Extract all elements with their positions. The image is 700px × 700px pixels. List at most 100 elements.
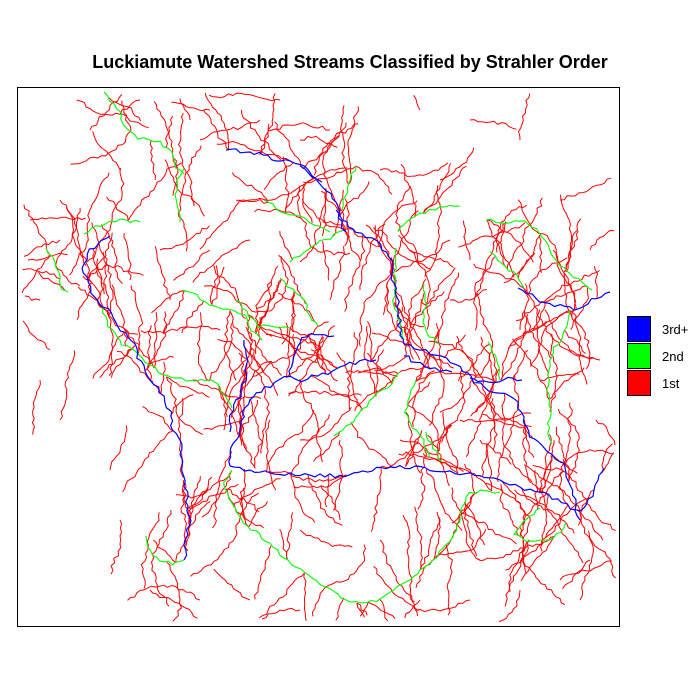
first-order-stream-78 xyxy=(216,141,294,164)
legend-swatch-3rd xyxy=(627,316,651,342)
second-order-stream-38 xyxy=(451,489,501,539)
first-order-stream-259 xyxy=(255,278,282,355)
first-order-stream-190 xyxy=(586,503,616,532)
first-order-stream-150 xyxy=(265,409,315,473)
first-order-stream-300 xyxy=(486,219,534,263)
first-order-stream-306 xyxy=(503,232,541,284)
first-order-stream-68 xyxy=(185,487,209,546)
first-order-stream-107 xyxy=(522,419,535,458)
first-order-stream-444 xyxy=(299,407,352,441)
first-order-stream-211 xyxy=(183,167,195,207)
first-order-stream-121 xyxy=(352,332,359,364)
first-order-stream-363 xyxy=(312,586,326,617)
first-order-stream-384 xyxy=(451,491,478,524)
first-order-stream-402 xyxy=(505,539,543,571)
first-order-stream-450 xyxy=(459,412,532,423)
first-order-stream-423 xyxy=(413,95,421,111)
first-order-stream-428 xyxy=(544,309,601,361)
first-order-stream-398 xyxy=(519,470,565,527)
first-order-stream-113 xyxy=(555,426,571,481)
first-order-stream-359 xyxy=(285,512,294,561)
first-order-stream-249 xyxy=(255,265,279,334)
first-order-stream-102 xyxy=(465,390,494,457)
first-order-stream-344 xyxy=(288,390,363,411)
first-order-stream-378 xyxy=(445,544,453,616)
first-order-stream-151 xyxy=(290,473,316,523)
first-order-stream-163 xyxy=(481,398,497,477)
first-order-stream-408 xyxy=(218,385,243,446)
third-order-stream-12 xyxy=(469,376,523,384)
first-order-stream-414 xyxy=(29,216,86,221)
first-order-stream-123 xyxy=(265,333,338,369)
first-order-stream-347 xyxy=(313,431,341,462)
first-order-stream-328 xyxy=(512,338,550,400)
legend-label-1st: 1st xyxy=(662,376,680,391)
first-order-stream-458 xyxy=(140,325,221,334)
first-order-stream-465 xyxy=(519,283,530,331)
first-order-stream-381 xyxy=(460,512,517,545)
first-order-stream-471 xyxy=(92,131,121,171)
second-order-stream-25 xyxy=(263,199,331,233)
second-order-stream-42 xyxy=(217,383,233,409)
first-order-stream-421 xyxy=(199,119,261,141)
second-order-stream-24 xyxy=(289,229,345,263)
first-order-stream-400 xyxy=(504,539,530,607)
first-order-stream-330 xyxy=(549,333,558,412)
first-order-stream-376 xyxy=(433,529,487,560)
first-order-stream-456 xyxy=(154,246,171,301)
first-order-stream-267 xyxy=(322,241,330,281)
first-order-stream-369 xyxy=(378,598,389,622)
first-order-stream-356 xyxy=(239,487,250,528)
first-order-stream-73 xyxy=(202,109,229,151)
first-order-stream-210 xyxy=(178,112,185,169)
first-order-stream-353 xyxy=(239,492,259,519)
first-order-stream-355 xyxy=(248,501,268,527)
first-order-stream-227 xyxy=(127,162,182,221)
second-order-stream-21 xyxy=(181,289,263,341)
first-order-stream-431 xyxy=(579,530,594,601)
first-order-stream-272 xyxy=(282,156,290,213)
first-order-stream-159 xyxy=(404,424,453,467)
first-order-stream-270 xyxy=(236,199,268,204)
first-order-stream-176 xyxy=(544,270,600,302)
first-order-stream-460 xyxy=(299,529,353,548)
first-order-stream-255 xyxy=(258,325,319,349)
first-order-stream-430 xyxy=(562,559,591,589)
first-order-stream-399 xyxy=(499,484,519,537)
first-order-stream-476 xyxy=(409,249,454,268)
first-order-stream-323 xyxy=(563,329,586,354)
first-order-stream-44 xyxy=(87,264,144,283)
first-order-stream-427 xyxy=(589,230,615,251)
first-order-stream-367 xyxy=(359,602,369,617)
first-order-stream-96 xyxy=(428,352,445,426)
first-order-stream-47 xyxy=(91,222,108,300)
first-order-stream-243 xyxy=(181,300,205,334)
first-order-stream-53 xyxy=(145,311,167,371)
first-order-stream-420 xyxy=(171,101,211,112)
first-order-stream-433 xyxy=(416,599,471,613)
first-order-stream-316 xyxy=(518,252,536,281)
first-order-stream-222 xyxy=(69,231,89,276)
first-order-stream-315 xyxy=(495,204,527,269)
first-order-stream-125 xyxy=(289,327,326,375)
first-order-stream-183 xyxy=(456,335,477,380)
first-order-stream-289 xyxy=(358,270,396,347)
first-order-stream-177 xyxy=(532,301,546,332)
first-order-stream-388 xyxy=(146,512,160,542)
first-order-stream-332 xyxy=(415,371,493,383)
first-order-stream-372 xyxy=(409,577,418,616)
first-order-stream-319 xyxy=(474,353,498,413)
first-order-stream-261 xyxy=(290,291,296,332)
first-order-stream-440 xyxy=(109,425,128,471)
first-order-stream-305 xyxy=(539,232,543,273)
first-order-stream-385 xyxy=(422,453,492,492)
first-order-stream-71 xyxy=(92,247,105,295)
first-order-stream-134 xyxy=(285,322,291,378)
first-order-stream-59 xyxy=(142,406,174,432)
first-order-stream-422 xyxy=(208,92,281,102)
map-frame xyxy=(17,87,620,627)
second-order-stream-33 xyxy=(546,309,571,445)
first-order-stream-429 xyxy=(595,419,616,446)
first-order-stream-223 xyxy=(86,172,110,232)
first-order-stream-403 xyxy=(541,497,589,541)
